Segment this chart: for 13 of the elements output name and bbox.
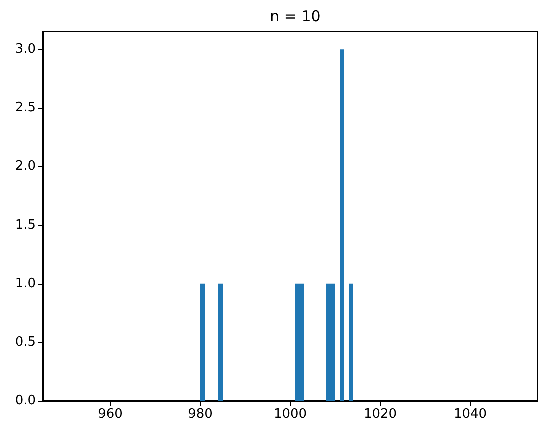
y-tick-label: 2.5 (15, 100, 36, 116)
y-tick-label: 2.0 (15, 159, 36, 174)
y-tick-label: 3.0 (15, 42, 36, 58)
x-tick-label: 1020 (364, 407, 398, 422)
y-tick-label: 0.0 (15, 394, 36, 408)
x-tick-label: 960 (98, 407, 123, 422)
x-tick-label: 1040 (454, 407, 488, 422)
x-tick-label: 1000 (274, 407, 308, 422)
y-tick-label: 0.5 (15, 334, 36, 350)
y-tick-label: 1.0 (15, 276, 36, 292)
y-tick-label: 1.5 (15, 218, 36, 233)
chart-title: n = 10 (270, 8, 321, 26)
x-tick-label: 980 (188, 407, 213, 422)
